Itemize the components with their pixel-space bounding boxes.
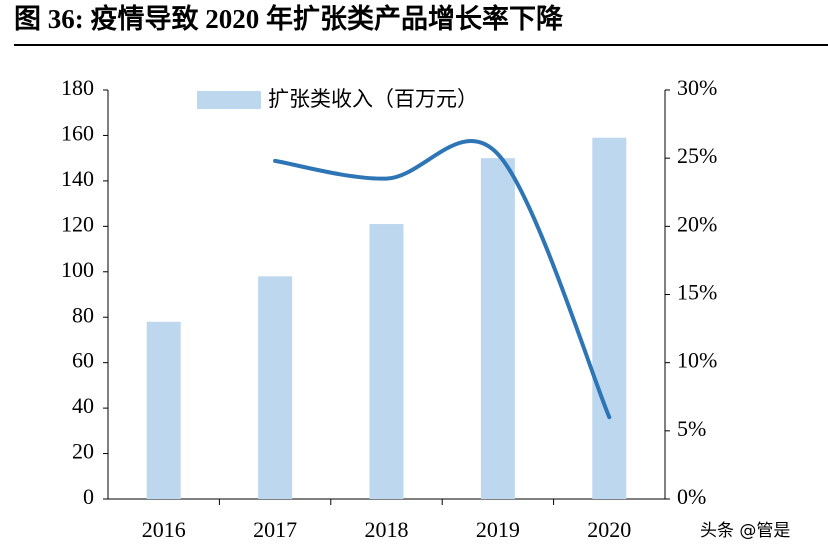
legend-swatch <box>197 91 261 109</box>
y2-tick-label: 0% <box>677 484 706 509</box>
bar <box>480 158 515 499</box>
y-tick-label: 160 <box>61 120 94 145</box>
x-tick-label: 2019 <box>476 517 520 542</box>
y-tick-label: 60 <box>72 348 94 373</box>
line <box>273 138 612 420</box>
y-tick-label: 140 <box>61 166 94 191</box>
y2-tick-label: 20% <box>677 211 717 236</box>
bar <box>369 224 404 500</box>
bar <box>146 321 181 499</box>
x-tick-label: 2018 <box>365 517 409 542</box>
bar <box>592 137 627 499</box>
x-tick-label: 2017 <box>253 517 297 542</box>
chart-title: 图 36: 疫情导致 2020 年扩张类产品增长率下降 <box>14 3 564 34</box>
watermark: 头条 @管是 <box>700 521 790 541</box>
y2-tick-label: 30% <box>677 75 717 100</box>
y2-tick-label: 15% <box>677 280 717 305</box>
y-tick-label: 40 <box>72 393 94 418</box>
y2-tick-label: 10% <box>677 348 717 373</box>
y2-tick-label: 25% <box>677 143 717 168</box>
legend-label: 扩张类收入（百万元） <box>268 87 478 111</box>
y2-tick-label: 5% <box>677 416 706 441</box>
x-tick-label: 2016 <box>142 517 186 542</box>
y-tick-label: 100 <box>61 257 94 282</box>
bar <box>258 276 293 499</box>
y-tick-label: 20 <box>72 439 94 464</box>
x-tick-label: 2020 <box>587 517 631 542</box>
y-tick-label: 80 <box>72 302 94 327</box>
y-tick-label: 180 <box>61 75 94 100</box>
y-tick-label: 120 <box>61 211 94 236</box>
y-tick-label: 0 <box>83 484 94 509</box>
